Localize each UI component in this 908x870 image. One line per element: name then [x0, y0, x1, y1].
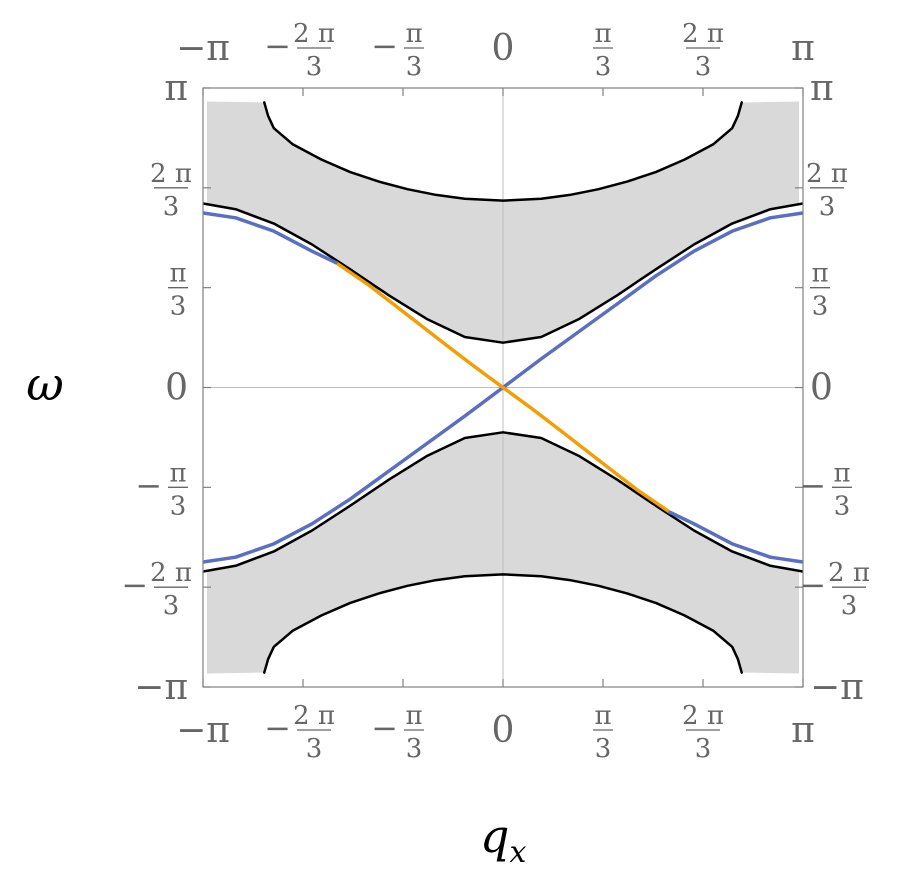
tick-label-right: − π3	[799, 458, 852, 521]
tick-label-denominator: 3	[695, 734, 712, 764]
tick-label-numerator: π	[405, 19, 422, 49]
tick-label-right: π3	[810, 259, 830, 322]
tick-label-denominator: 3	[819, 192, 836, 222]
tick-label-numerator: 2 π	[150, 159, 192, 189]
tick-label-denominator: 3	[170, 491, 187, 521]
series-continuum-edge-lower-inner	[203, 431, 803, 573]
series-continuum-edge-upper-inner	[203, 202, 803, 344]
tick-label-numerator: π	[811, 259, 828, 289]
tick-label-bottom: π	[791, 710, 815, 751]
tick-label-text: π	[164, 68, 188, 109]
tick-label-text: 0	[165, 368, 188, 409]
tick-label-left: − π3	[135, 458, 188, 521]
tick-label-numerator: 2 π	[828, 558, 870, 588]
tick-label-numerator: π	[594, 701, 611, 731]
tick-label-denominator: 3	[306, 734, 323, 764]
tick-label-numerator: 2 π	[682, 19, 724, 49]
tick-label-denominator: 3	[595, 52, 612, 82]
tick-label-text: π	[791, 710, 815, 751]
plot-area	[202, 87, 804, 688]
tick-label-left: π	[164, 68, 188, 109]
tick-label-numerator: 2 π	[293, 19, 335, 49]
tick-label-bottom: 2 π3	[682, 701, 724, 764]
tick-label-numerator: π	[169, 259, 186, 289]
tick-label-bottom: −π	[176, 710, 230, 751]
tick-label-numerator: 2 π	[806, 159, 848, 189]
tick-label-text: 0	[492, 710, 515, 751]
tick-label-top: −2 π3	[264, 19, 335, 82]
series-edge-mode-negative-slope-outer-left	[203, 211, 338, 265]
tick-label-top: −π	[176, 28, 230, 69]
tick-label-right: π	[810, 68, 834, 109]
tick-label-sign: −	[799, 466, 826, 504]
tick-label-sign: −	[264, 27, 291, 65]
tick-label-numerator: 2 π	[682, 701, 724, 731]
tick-label-numerator: 2 π	[293, 701, 335, 731]
tick-label-left: −2 π3	[121, 558, 192, 621]
tick-label-text: 0	[492, 28, 515, 69]
tick-label-left: 2 π3	[150, 159, 192, 222]
tick-label-denominator: 3	[595, 734, 612, 764]
tick-label-denominator: 3	[406, 734, 423, 764]
tick-label-denominator: 3	[306, 52, 323, 82]
tick-label-denominator: 3	[841, 591, 858, 621]
tick-label-sign: −	[799, 566, 826, 604]
tick-label-denominator: 3	[834, 491, 851, 521]
y-axis-label: ω	[26, 357, 64, 411]
tick-label-numerator: π	[833, 458, 850, 488]
tick-label-sign: −	[135, 466, 162, 504]
tick-label-right: 2 π3	[806, 159, 848, 222]
tick-label-right: −2 π3	[799, 558, 870, 621]
tick-label-right: 0	[810, 368, 833, 409]
tick-label-left: −π	[134, 667, 188, 708]
tick-label-text: −π	[176, 710, 230, 751]
tick-label-denominator: 3	[695, 52, 712, 82]
series-continuum-edge-upper-outer	[263, 101, 743, 202]
tick-label-sign: −	[371, 27, 398, 65]
tick-labels: −π−π−π −π− 2 π3− 2 π3− 2 π3− 2 π3− π3− π3− π3− π3…	[121, 19, 870, 764]
tick-label-text: π	[791, 28, 815, 69]
tick-label-bottom: − π3	[371, 701, 424, 764]
tick-label-numerator: π	[169, 458, 186, 488]
x-axis-label-subscript: x	[509, 835, 526, 870]
tick-label-text: π	[810, 68, 834, 109]
tick-label-bottom: −2 π3	[264, 701, 335, 764]
tick-label-denominator: 3	[406, 52, 423, 82]
tick-label-denominator: 3	[163, 591, 180, 621]
tick-label-text: −π	[134, 667, 188, 708]
tick-label-denominator: 3	[170, 292, 187, 322]
tick-label-numerator: π	[594, 19, 611, 49]
tick-label-text: 0	[810, 368, 833, 409]
series-edge-mode-negative-slope-outer-right	[668, 510, 803, 564]
tick-label-top: 0	[492, 28, 515, 69]
tick-label-denominator: 3	[812, 292, 829, 322]
tick-label-denominator: 3	[163, 192, 180, 222]
series-edge-mode-negative-slope	[334, 260, 672, 515]
tick-label-left: 0	[165, 368, 188, 409]
tick-label-top: − π3	[371, 19, 424, 82]
tick-label-top: 2 π3	[682, 19, 724, 82]
series-continuum-edge-lower-outer	[263, 573, 743, 674]
tick-label-sign: −	[371, 709, 398, 747]
tick-label-bottom: π3	[593, 701, 614, 764]
tick-label-text: −π	[810, 667, 864, 708]
tick-label-text: −π	[176, 28, 230, 69]
x-axis-label: qx	[480, 809, 526, 870]
tick-label-bottom: 0	[492, 710, 515, 751]
tick-label-top: π3	[593, 19, 614, 82]
tick-label-left: π3	[168, 259, 188, 322]
tick-label-sign: −	[264, 709, 291, 747]
x-axis-label-main: q	[480, 809, 509, 863]
tick-label-numerator: 2 π	[150, 558, 192, 588]
tick-label-right: −π	[810, 667, 864, 708]
tick-label-top: π	[791, 28, 815, 69]
tick-label-numerator: π	[405, 701, 422, 731]
tick-label-sign: −	[121, 566, 148, 604]
